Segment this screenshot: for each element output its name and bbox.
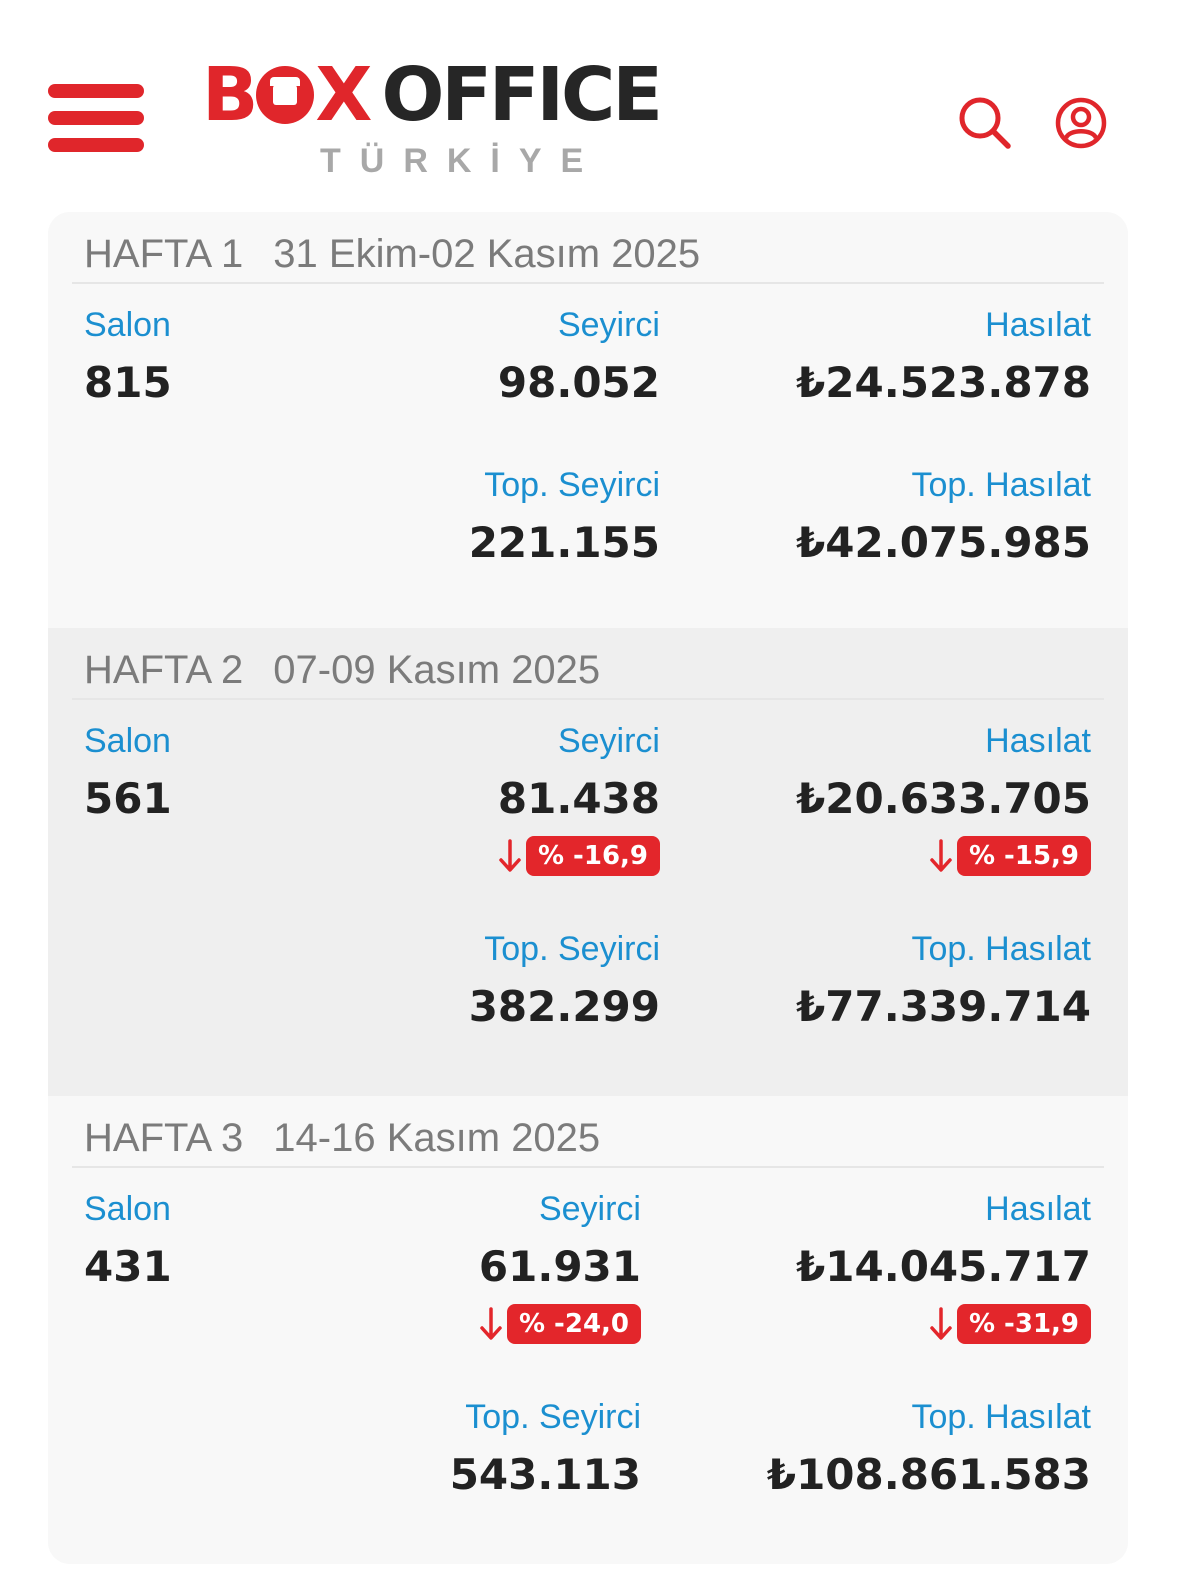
popcorn-box-icon xyxy=(256,66,315,125)
logo-wordmark: B X OFFICE xyxy=(202,52,663,138)
salon-label: Salon xyxy=(84,306,171,344)
top-seyirci-value: 543.113 xyxy=(449,1450,641,1499)
hasilat-change: % -31,9 xyxy=(929,1304,1091,1344)
week-section: HAFTA 1 31 Ekim-02 Kasım 2025 Salon 815 S… xyxy=(48,212,1128,628)
week-title: HAFTA 3 xyxy=(84,1116,244,1160)
hasilat-change: % -15,9 xyxy=(929,836,1091,876)
week-title: HAFTA 2 xyxy=(84,648,244,692)
seyirci-label: Seyirci xyxy=(557,306,660,344)
top-seyirci-label: Top. Seyirci xyxy=(465,1398,641,1436)
top-hasilat-value: ₺77.339.714 xyxy=(796,982,1091,1031)
seyirci-change: % -16,9 xyxy=(498,836,660,876)
change-badge: % -31,9 xyxy=(956,1304,1091,1344)
seyirci-value: 61.931 xyxy=(478,1242,641,1291)
top-hasilat-value: ₺108.861.583 xyxy=(766,1450,1091,1499)
salon-value: 431 xyxy=(84,1242,172,1291)
hasilat-label: Hasılat xyxy=(985,1190,1091,1228)
week-date: 31 Ekim-02 Kasım 2025 xyxy=(273,232,701,276)
logo-subtitle: TÜRKİYE xyxy=(320,142,603,180)
hasilat-label: Hasılat xyxy=(985,306,1091,344)
menu-bar xyxy=(48,138,144,152)
top-hasilat-value: ₺42.075.985 xyxy=(796,518,1091,567)
divider xyxy=(72,282,1104,284)
salon-label: Salon xyxy=(84,722,171,760)
hasilat-value: ₺20.633.705 xyxy=(796,774,1091,823)
seyirci-label: Seyirci xyxy=(538,1190,641,1228)
down-arrow-icon xyxy=(480,1307,502,1340)
week-heading: HAFTA 3 14-16 Kasım 2025 xyxy=(84,1116,600,1161)
top-seyirci-label: Top. Seyirci xyxy=(484,466,660,504)
salon-label: Salon xyxy=(84,1190,171,1228)
change-badge: % -24,0 xyxy=(506,1304,641,1344)
divider xyxy=(72,1166,1104,1168)
top-hasilat-label: Top. Hasılat xyxy=(911,1398,1091,1436)
box-office-logo[interactable]: B X OFFICE TÜRKİYE xyxy=(202,52,682,192)
seyirci-value: 98.052 xyxy=(497,358,660,407)
down-arrow-icon xyxy=(930,1307,952,1340)
week-title: HAFTA 1 xyxy=(84,232,244,276)
week-date: 14-16 Kasım 2025 xyxy=(273,1116,601,1160)
menu-bar xyxy=(48,111,144,125)
seyirci-change: % -24,0 xyxy=(479,1304,641,1344)
week-heading: HAFTA 1 31 Ekim-02 Kasım 2025 xyxy=(84,232,700,277)
user-account-icon[interactable] xyxy=(1054,96,1108,150)
top-seyirci-value: 382.299 xyxy=(468,982,660,1031)
search-icon[interactable] xyxy=(958,96,1012,150)
week-date: 07-09 Kasım 2025 xyxy=(273,648,601,692)
hasilat-value: ₺14.045.717 xyxy=(796,1242,1091,1291)
change-badge: % -16,9 xyxy=(525,836,660,876)
seyirci-label: Seyirci xyxy=(557,722,660,760)
hasilat-label: Hasılat xyxy=(985,722,1091,760)
down-arrow-icon xyxy=(930,839,952,872)
top-hasilat-label: Top. Hasılat xyxy=(911,466,1091,504)
week-section: HAFTA 3 14-16 Kasım 2025 Salon 431 Seyirc… xyxy=(48,1096,1128,1564)
app-header: B X OFFICE TÜRKİYE xyxy=(0,0,1178,200)
salon-value: 561 xyxy=(84,774,172,823)
logo-letter-b: B xyxy=(202,52,258,138)
hasilat-value: ₺24.523.878 xyxy=(796,358,1091,407)
hamburger-menu-icon[interactable] xyxy=(48,84,144,156)
week-section: HAFTA 2 07-09 Kasım 2025 Salon 561 Seyirc… xyxy=(48,628,1128,1096)
top-hasilat-label: Top. Hasılat xyxy=(911,930,1091,968)
logo-letter-x: X xyxy=(315,52,372,138)
change-badge: % -15,9 xyxy=(956,836,1091,876)
salon-value: 815 xyxy=(84,358,172,407)
top-seyirci-label: Top. Seyirci xyxy=(484,930,660,968)
seyirci-value: 81.438 xyxy=(497,774,660,823)
divider xyxy=(72,698,1104,700)
weekly-stats-card: HAFTA 1 31 Ekim-02 Kasım 2025 Salon 815 S… xyxy=(48,212,1128,1564)
logo-office: OFFICE xyxy=(381,52,662,138)
menu-bar xyxy=(48,84,144,98)
week-heading: HAFTA 2 07-09 Kasım 2025 xyxy=(84,648,600,693)
top-seyirci-value: 221.155 xyxy=(468,518,660,567)
down-arrow-icon xyxy=(499,839,521,872)
